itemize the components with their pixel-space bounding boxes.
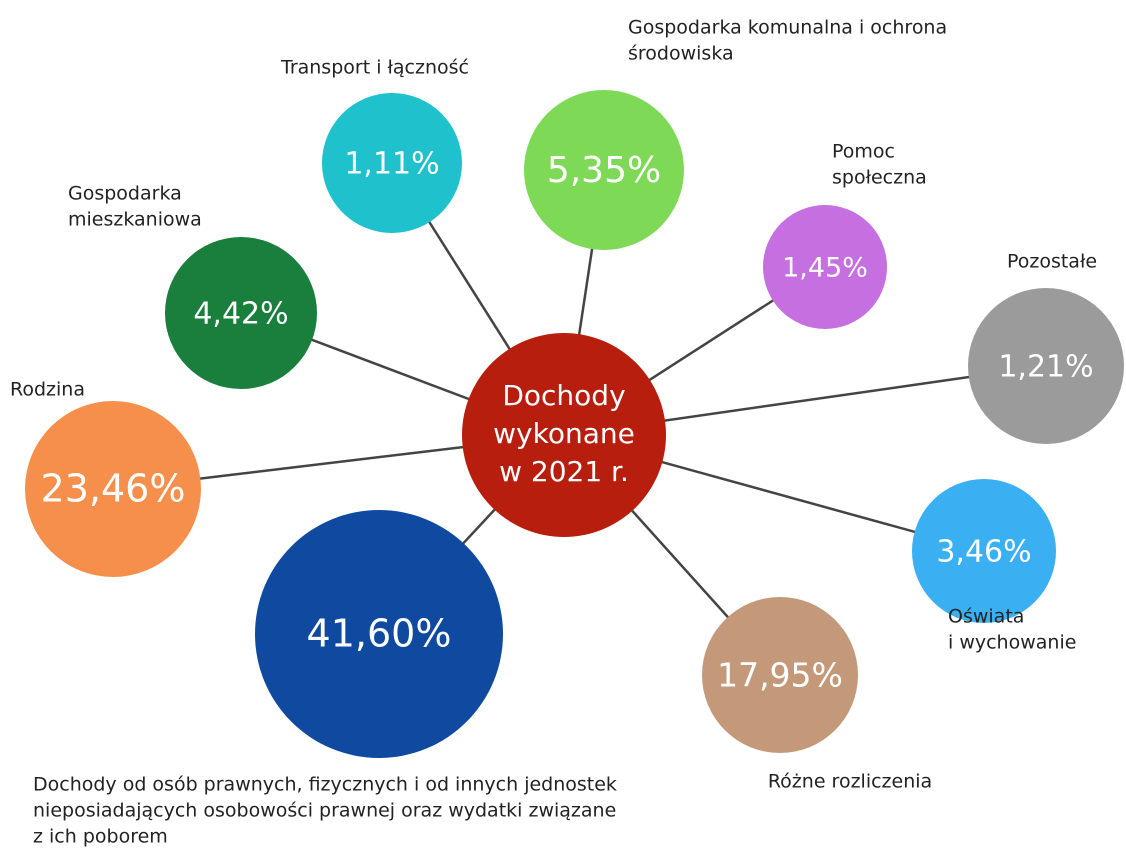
- center-label: wykonane: [493, 417, 635, 450]
- node-label: Pozostałe: [1007, 251, 1097, 273]
- center-label: Dochody: [502, 379, 625, 412]
- node-label: z ich poborem: [33, 826, 168, 848]
- node-label: Różne rozliczenia: [768, 771, 932, 793]
- node-circle: [912, 479, 1056, 623]
- node-value: 4,42%: [193, 297, 288, 332]
- node-value: 17,95%: [717, 656, 843, 695]
- node-circle: [968, 288, 1124, 444]
- node-value: 41,60%: [307, 612, 452, 656]
- node-value: 1,45%: [782, 253, 868, 284]
- node-label: i wychowanie: [948, 632, 1076, 654]
- node-label: społeczna: [832, 167, 927, 189]
- node-circle: [702, 597, 858, 753]
- node-circle: [25, 401, 201, 577]
- node-value: 5,35%: [547, 150, 661, 191]
- node-circle: [763, 205, 887, 329]
- node-circle: [322, 93, 462, 233]
- center-label: w 2021 r.: [499, 455, 629, 488]
- node-circle: [165, 237, 317, 389]
- node-value: 1,21%: [998, 350, 1093, 385]
- node-circle: [255, 510, 503, 758]
- node-value: 23,46%: [41, 467, 186, 511]
- node-value: 1,11%: [344, 147, 439, 182]
- node-label: Pomoc: [832, 141, 895, 163]
- node-label: Gospodarka komunalna i ochrona: [628, 17, 947, 39]
- center-circle: [462, 333, 666, 537]
- node-label: Dochody od osób prawnych, fizycznych i o…: [33, 774, 617, 796]
- node-label: nieposiadających osobowości prawnej oraz…: [33, 800, 616, 822]
- node-circle: [524, 90, 684, 250]
- node-value: 3,46%: [936, 535, 1031, 570]
- node-label: Oświata: [948, 606, 1024, 628]
- node-label: środowiska: [628, 43, 734, 65]
- node-label: Transport i łączność: [280, 57, 469, 79]
- node-label: Gospodarka: [68, 183, 182, 205]
- node-label: mieszkaniowa: [68, 209, 202, 231]
- node-label: Rodzina: [10, 379, 85, 401]
